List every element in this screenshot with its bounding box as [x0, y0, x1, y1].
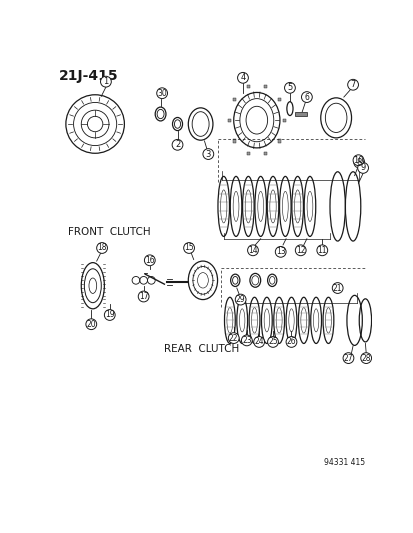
Text: 2: 2 [174, 140, 180, 149]
Text: REAR  CLUTCH: REAR CLUTCH [164, 344, 239, 354]
Circle shape [294, 245, 305, 256]
Circle shape [85, 319, 97, 329]
Text: 3: 3 [205, 150, 211, 158]
Circle shape [275, 246, 285, 257]
Circle shape [285, 336, 296, 348]
Text: 28: 28 [361, 353, 370, 362]
Bar [263, 152, 266, 156]
Circle shape [301, 92, 311, 102]
Text: 10: 10 [352, 156, 363, 165]
Circle shape [353, 157, 364, 168]
Text: 23: 23 [242, 336, 251, 345]
Circle shape [100, 76, 111, 87]
Circle shape [237, 72, 248, 83]
Text: 13: 13 [275, 247, 285, 256]
Circle shape [138, 291, 149, 302]
Bar [232, 98, 235, 101]
Text: 8: 8 [356, 158, 361, 167]
Circle shape [247, 245, 258, 256]
Bar [246, 85, 249, 88]
Text: 4: 4 [240, 74, 245, 82]
Bar [277, 98, 280, 101]
Circle shape [144, 255, 155, 265]
Bar [294, 112, 306, 116]
Bar [227, 119, 230, 122]
Text: 21: 21 [332, 284, 342, 293]
Text: 14: 14 [247, 246, 257, 255]
Text: 22: 22 [228, 334, 238, 343]
Text: 94331 415: 94331 415 [323, 458, 364, 467]
Text: 12: 12 [295, 246, 305, 255]
Text: 18: 18 [97, 244, 107, 253]
Bar [232, 140, 235, 142]
Text: 26: 26 [286, 337, 296, 346]
Text: 30: 30 [157, 88, 166, 98]
Circle shape [97, 243, 107, 253]
Circle shape [104, 310, 115, 320]
Circle shape [267, 336, 278, 348]
Bar [282, 119, 285, 122]
Bar [263, 85, 266, 88]
Circle shape [347, 79, 358, 90]
Text: 7: 7 [349, 80, 355, 89]
Text: 29: 29 [235, 295, 245, 304]
Circle shape [202, 149, 213, 159]
Circle shape [228, 333, 239, 343]
Text: 25: 25 [268, 337, 277, 346]
Text: 16: 16 [145, 256, 154, 265]
Text: 17: 17 [138, 292, 148, 301]
Circle shape [172, 140, 183, 150]
Text: 24: 24 [254, 337, 263, 346]
Text: 27: 27 [343, 353, 352, 362]
Circle shape [241, 335, 252, 346]
Text: 19: 19 [105, 311, 114, 319]
Text: 9: 9 [360, 164, 365, 172]
Text: 11: 11 [317, 246, 326, 255]
Bar [277, 140, 280, 142]
Circle shape [332, 282, 342, 294]
Circle shape [360, 353, 371, 364]
Text: 5: 5 [287, 83, 292, 92]
Text: FRONT  CLUTCH: FRONT CLUTCH [68, 227, 150, 237]
Circle shape [357, 163, 368, 173]
Circle shape [352, 155, 363, 166]
Circle shape [235, 294, 245, 305]
Text: 6: 6 [304, 93, 309, 102]
Circle shape [253, 336, 264, 348]
Bar [246, 152, 249, 156]
Circle shape [342, 353, 353, 364]
Circle shape [157, 88, 167, 99]
Circle shape [183, 243, 194, 253]
Circle shape [284, 83, 294, 93]
Text: 1: 1 [103, 77, 108, 86]
Circle shape [316, 245, 327, 256]
Text: 20: 20 [86, 320, 96, 329]
Text: 21J-415: 21J-415 [59, 69, 118, 83]
Text: 15: 15 [184, 244, 193, 253]
